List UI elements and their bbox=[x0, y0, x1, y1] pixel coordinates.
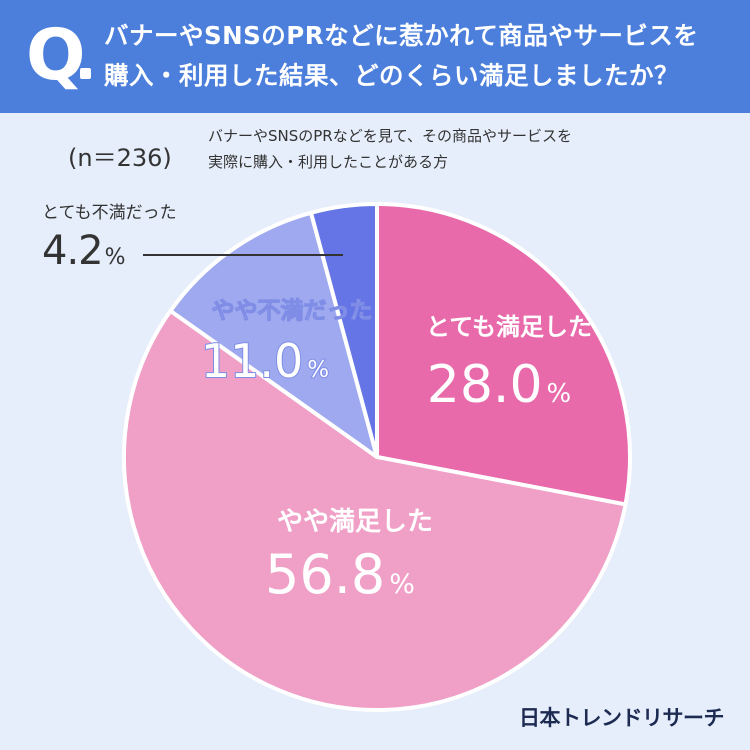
question-mark-dot bbox=[80, 68, 91, 79]
slice-value-somewhat-satisfied: 56.8% bbox=[265, 543, 415, 606]
sample-size: (n＝236) bbox=[68, 144, 172, 172]
sample-description: バナーやSNSのPRなどを見て、その商品やサービスを 実際に購入・利用したことが… bbox=[208, 123, 572, 175]
question-text: バナーやSNSのPRなどに惹かれて商品やサービスを 購入・利用した結果、どのくら… bbox=[104, 16, 744, 96]
slice-value-very-dissatisfied: 4.2% bbox=[42, 228, 126, 274]
pie-slice-very-dissatisfied bbox=[309, 202, 379, 459]
pie-slice-somewhat-dissatisfied bbox=[168, 210, 379, 459]
slice-label-very-dissatisfied: とても不満だった bbox=[42, 203, 177, 223]
slice-value-number: 4.2 bbox=[42, 228, 104, 274]
question-header: Q バナーやSNSのPRなどに惹かれて商品やサービスを 購入・利用した結果、どの… bbox=[0, 0, 750, 113]
sample-description-line-1: バナーやSNSのPRなどを見て、その商品やサービスを bbox=[208, 127, 572, 145]
slice-value-somewhat-dissatisfied: 11.0% bbox=[201, 334, 329, 388]
sample-description-line-2: 実際に購入・利用したことがある方 bbox=[208, 153, 449, 171]
slice-value-very-satisfied: 28.0% bbox=[427, 355, 572, 415]
leader-line bbox=[143, 254, 343, 256]
percent-sign: % bbox=[104, 245, 126, 270]
question-mark: Q bbox=[26, 14, 86, 96]
question-line-2: 購入・利用した結果、どのくらい満足しましたか？ bbox=[104, 61, 679, 90]
pie-slice-somewhat-satisfied bbox=[122, 308, 628, 712]
question-line-1: バナーやSNSのPRなどに惹かれて商品やサービスを bbox=[104, 21, 699, 50]
brand-logo: 日本トレンドリサーチ bbox=[519, 706, 725, 730]
slice-label-somewhat-dissatisfied: やや不満だった bbox=[212, 298, 373, 324]
pie-slice-very-satisfied bbox=[375, 202, 632, 507]
slice-label-very-satisfied: とても満足した bbox=[426, 313, 592, 341]
slice-label-somewhat-satisfied: やや満足した bbox=[277, 507, 433, 537]
